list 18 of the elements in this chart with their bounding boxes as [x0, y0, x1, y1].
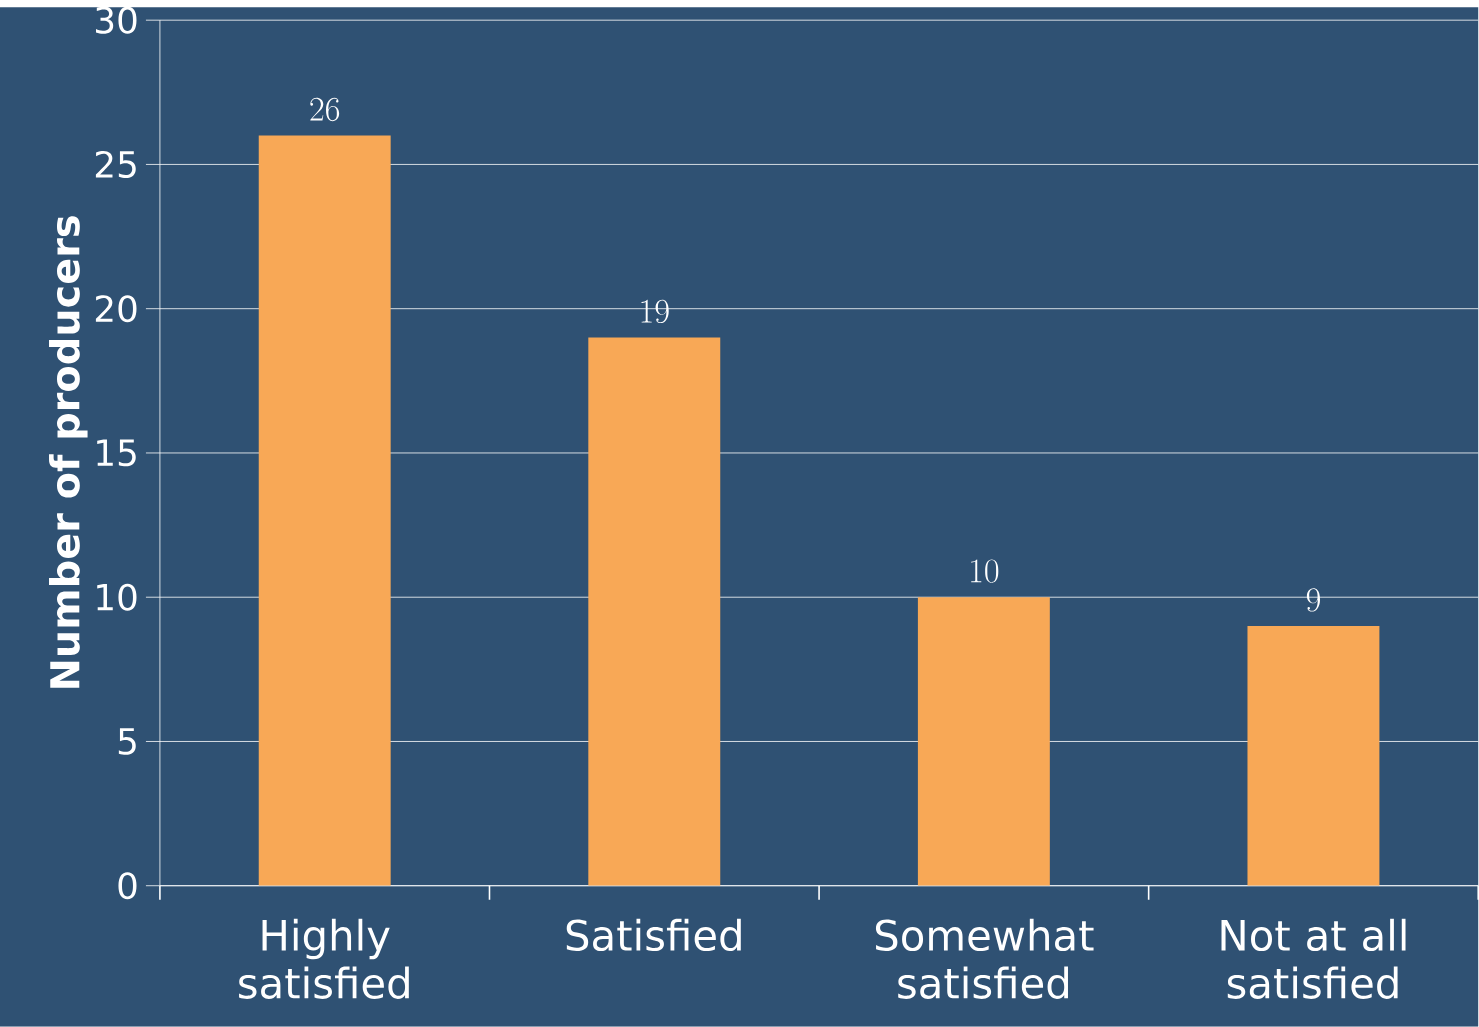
x-tick-label: Highly satisfied [239, 918, 409, 1000]
y-tick-label: 25 [95, 151, 136, 179]
x-tick-label: Not at all satisfied [1221, 918, 1406, 1000]
y-tick-label: 20 [95, 295, 137, 323]
data-label: 10 [971, 559, 999, 583]
bar [588, 337, 721, 886]
y-tick-label: 15 [97, 439, 136, 467]
x-tick-label: Satisfied [566, 918, 741, 952]
bar [258, 135, 391, 886]
data-label: 26 [310, 98, 340, 122]
x-tick-label: Somewhat satisfied [875, 918, 1094, 1000]
bar [917, 597, 1050, 886]
y-tick-label: 30 [95, 6, 137, 34]
y-tick-label: 5 [118, 728, 136, 755]
bar [1247, 626, 1380, 886]
y-axis-title: Number of producers [49, 216, 88, 689]
y-tick-label: 10 [97, 583, 137, 611]
y-tick-label: 0 [118, 872, 137, 900]
